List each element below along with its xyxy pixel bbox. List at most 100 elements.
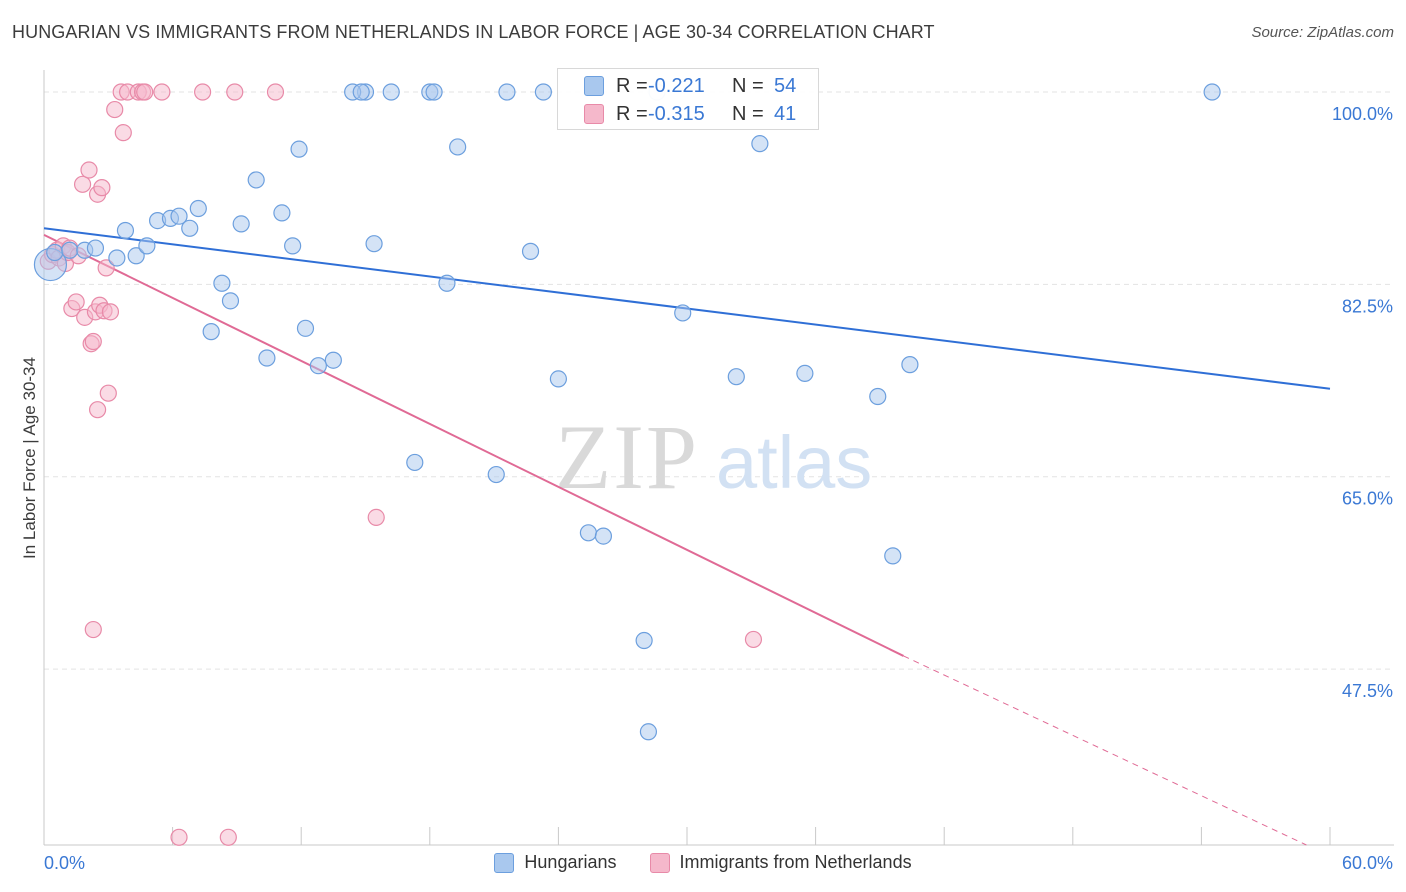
stats-r-value: -0.315 bbox=[648, 102, 705, 125]
data-point-hungarians bbox=[1203, 83, 1221, 101]
data-point-hungarians bbox=[727, 368, 745, 386]
data-point-hungarians bbox=[170, 207, 188, 225]
data-point-hungarians bbox=[406, 453, 424, 472]
data-point-netherlands bbox=[744, 630, 763, 649]
data-point-netherlands bbox=[80, 161, 98, 179]
data-point-hungarians bbox=[365, 235, 383, 253]
data-point-hungarians bbox=[487, 465, 505, 484]
data-point-hungarians bbox=[213, 274, 231, 292]
stats-swatch-hungarians bbox=[584, 76, 604, 96]
stats-n-value: 54 bbox=[774, 74, 797, 97]
stats-n-value: 41 bbox=[774, 102, 797, 125]
data-point-netherlands bbox=[136, 83, 154, 101]
data-point-netherlands bbox=[367, 508, 385, 527]
data-point-hungarians bbox=[46, 243, 64, 262]
y-tick-label: 65.0% bbox=[1342, 489, 1393, 509]
legend-label-netherlands: Immigrants from Netherlands bbox=[679, 852, 912, 872]
x-tick-label: 0.0% bbox=[44, 853, 85, 873]
axes bbox=[43, 70, 1394, 846]
data-point-netherlands bbox=[226, 83, 244, 101]
legend-swatch-netherlands bbox=[649, 852, 670, 873]
data-point-hungarians bbox=[221, 292, 240, 310]
legend-label-hungarians: Hungarians bbox=[524, 852, 617, 872]
data-point-hungarians bbox=[232, 215, 250, 233]
y-tick-label: 82.5% bbox=[1342, 296, 1393, 316]
source-label: Source: ZipAtlas.com bbox=[1251, 24, 1394, 41]
data-point-netherlands bbox=[73, 175, 92, 193]
stats-legend: R = -0.221 N = 54 R = -0.315 N = 41 bbox=[557, 68, 819, 130]
stats-r-label: R = bbox=[616, 74, 648, 97]
data-point-netherlands bbox=[99, 384, 117, 402]
data-point-hungarians bbox=[86, 239, 105, 257]
stats-swatch-netherlands bbox=[584, 104, 604, 124]
data-point-netherlands bbox=[170, 828, 188, 846]
trend-line-netherlands-extrapolated bbox=[903, 655, 1307, 846]
data-point-hungarians bbox=[189, 199, 207, 218]
chart-title: HUNGARIAN VS IMMIGRANTS FROM NETHERLANDS… bbox=[12, 22, 935, 42]
data-point-hungarians bbox=[116, 221, 135, 240]
trend-line-netherlands bbox=[43, 233, 904, 657]
data-point-hungarians bbox=[635, 631, 653, 650]
data-point-hungarians bbox=[296, 319, 315, 337]
data-point-hungarians bbox=[579, 524, 598, 542]
data-point-hungarians bbox=[290, 140, 308, 158]
stats-r-value: -0.221 bbox=[648, 74, 705, 97]
stats-n-label: N = bbox=[732, 102, 764, 125]
data-point-hungarians bbox=[549, 370, 568, 388]
data-point-hungarians bbox=[258, 349, 276, 367]
data-point-hungarians bbox=[425, 83, 443, 101]
legend-item-netherlands[interactable]: Immigrants from Netherlands bbox=[649, 852, 912, 873]
data-point-hungarians bbox=[247, 171, 265, 189]
data-point-hungarians bbox=[901, 356, 919, 374]
data-point-netherlands bbox=[93, 179, 111, 197]
data-point-hungarians bbox=[521, 242, 540, 260]
series-legend: Hungarians Immigrants from Netherlands bbox=[0, 852, 1406, 878]
data-point-netherlands bbox=[194, 83, 212, 101]
data-point-hungarians bbox=[869, 387, 887, 406]
legend-swatch-hungarians bbox=[494, 852, 515, 873]
y-tick-label: 47.5% bbox=[1342, 681, 1393, 701]
data-point-netherlands bbox=[88, 401, 107, 419]
watermark-atlas: atlas bbox=[716, 421, 872, 504]
data-point-netherlands bbox=[266, 83, 285, 101]
data-point-hungarians bbox=[127, 247, 145, 265]
data-point-hungarians bbox=[309, 357, 327, 375]
data-point-hungarians bbox=[449, 138, 467, 156]
data-point-hungarians bbox=[884, 547, 902, 565]
legend-item-hungarians[interactable]: Hungarians bbox=[494, 852, 616, 873]
data-point-hungarians bbox=[138, 237, 156, 255]
watermark-zip: ZIP bbox=[555, 406, 699, 508]
data-point-netherlands bbox=[114, 124, 132, 142]
data-point-netherlands bbox=[153, 83, 171, 101]
y-tick-label: 100.0% bbox=[1332, 104, 1393, 124]
data-point-netherlands bbox=[106, 100, 124, 119]
data-point-hungarians bbox=[284, 237, 302, 255]
data-point-netherlands bbox=[84, 332, 102, 351]
stats-r-label: R = bbox=[616, 102, 648, 125]
data-point-netherlands bbox=[67, 293, 85, 311]
data-point-hungarians bbox=[324, 351, 342, 369]
data-point-hungarians bbox=[382, 83, 400, 101]
data-point-hungarians bbox=[674, 304, 692, 322]
data-point-hungarians bbox=[438, 274, 456, 292]
data-point-hungarians bbox=[751, 135, 769, 153]
x-tick-label: 60.0% bbox=[1342, 853, 1393, 873]
data-point-hungarians bbox=[639, 723, 658, 741]
stats-n-label: N = bbox=[732, 74, 764, 97]
y-axis-title: In Labor Force | Age 30-34 bbox=[20, 357, 39, 559]
data-point-hungarians bbox=[61, 241, 79, 259]
data-point-hungarians bbox=[498, 83, 516, 101]
grid-lines bbox=[44, 91, 1394, 670]
data-point-netherlands bbox=[101, 303, 120, 321]
data-point-netherlands bbox=[219, 828, 237, 846]
tick-labels: 100.0% 82.5% 65.0% 47.5% 0.0% 60.0% bbox=[44, 104, 1393, 873]
data-point-hungarians bbox=[108, 249, 126, 267]
data-point-hungarians bbox=[273, 204, 291, 222]
data-point-hungarians bbox=[181, 219, 199, 237]
data-point-hungarians bbox=[202, 323, 220, 341]
data-point-netherlands bbox=[84, 620, 102, 639]
watermark: ZIP atlas bbox=[555, 406, 872, 508]
data-point-hungarians bbox=[594, 527, 613, 545]
data-point-hungarians bbox=[796, 364, 814, 383]
